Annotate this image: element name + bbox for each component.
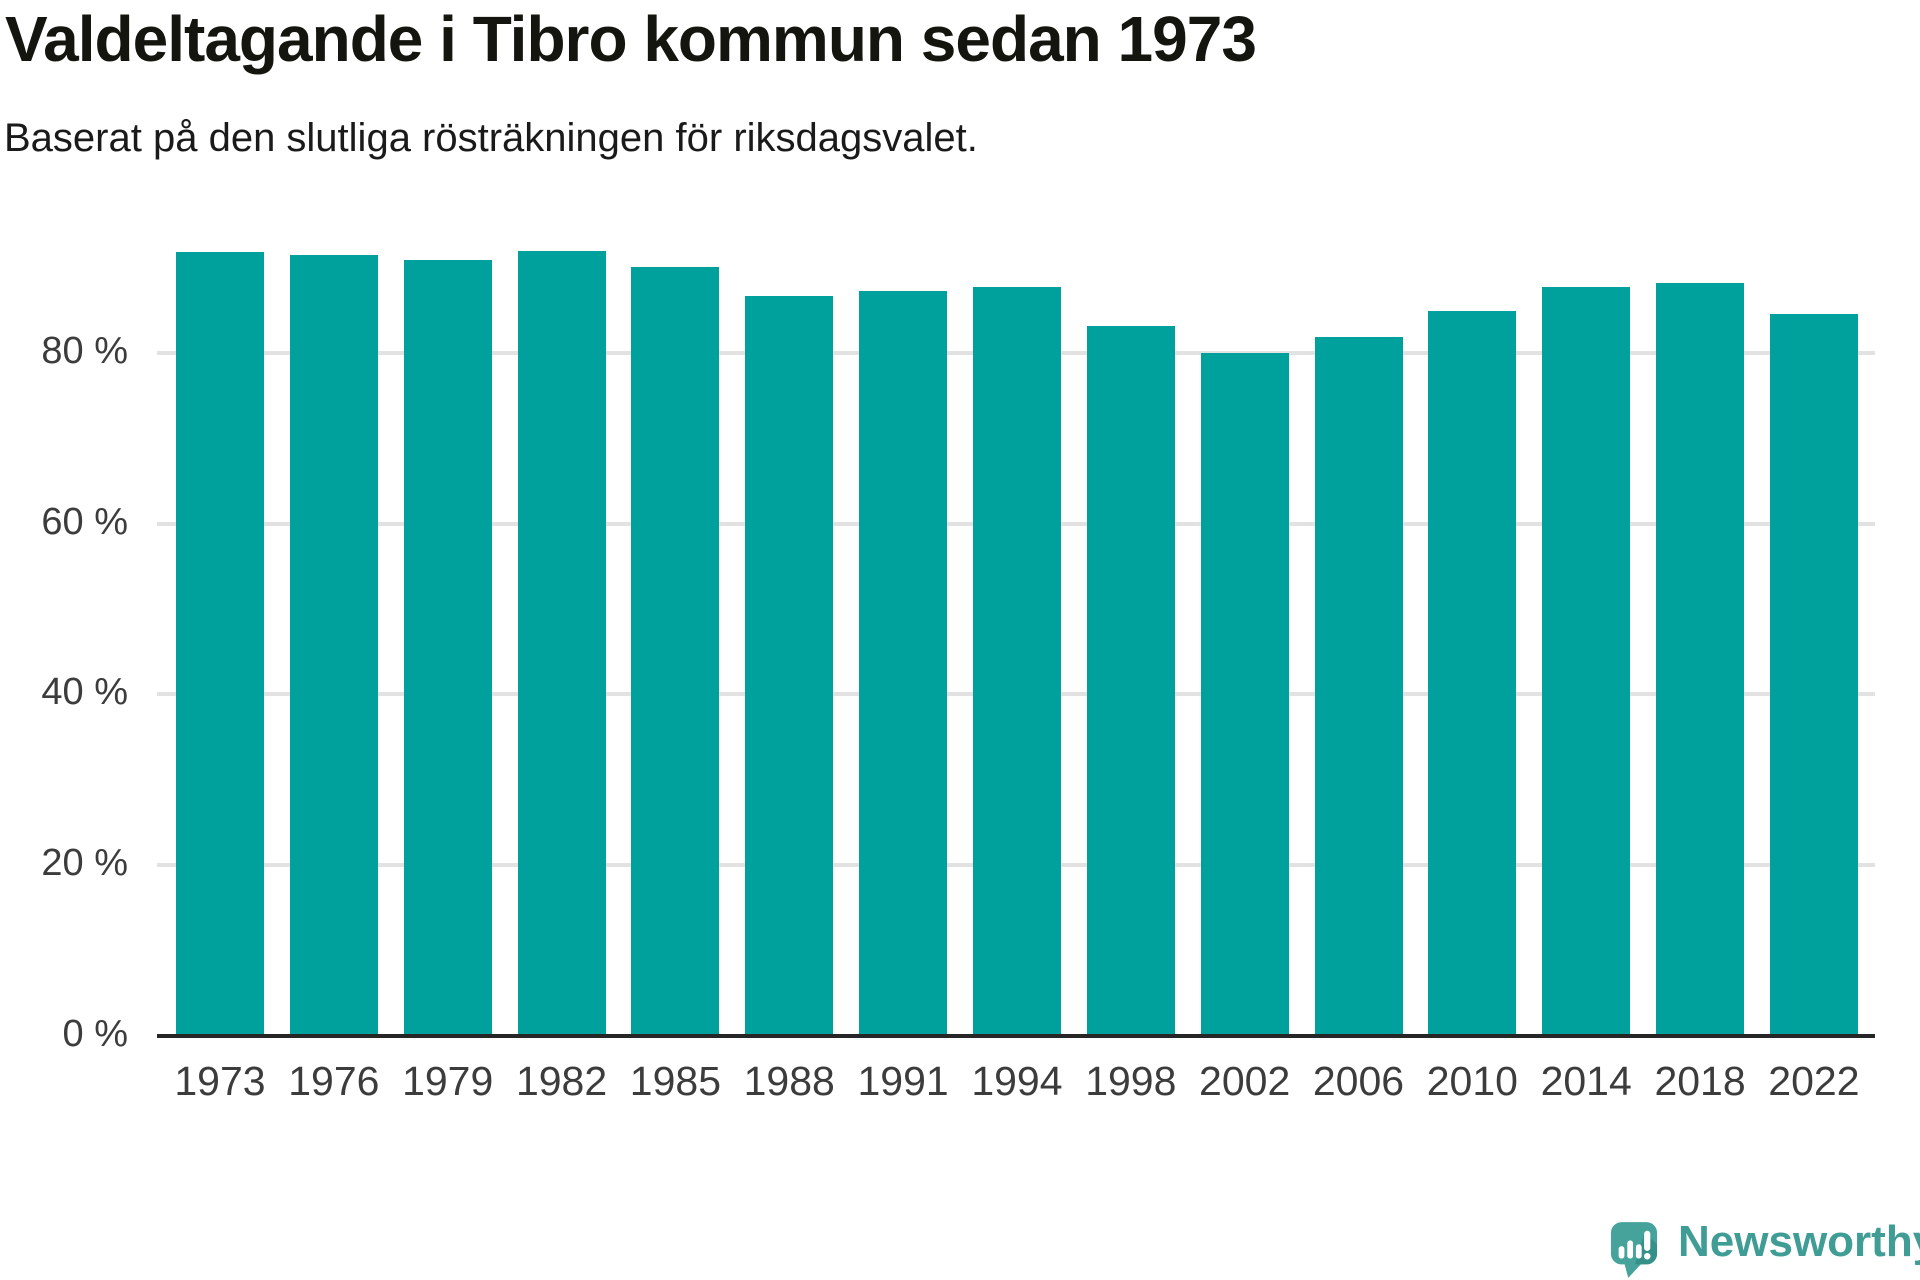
y-tick-label-0: 0 %: [62, 1012, 128, 1055]
x-tick-label-1985: 1985: [629, 1058, 721, 1104]
x-tick-label-1988: 1988: [743, 1058, 835, 1104]
bar-2010: [1428, 310, 1517, 1036]
x-tick-label-2002: 2002: [1199, 1058, 1291, 1104]
bar-2014: [1542, 287, 1631, 1036]
bar-1979: [403, 259, 492, 1036]
chart-title: Valdeltagande i Tibro kommun sedan 1973: [5, 3, 1257, 75]
bar-2006: [1314, 336, 1403, 1036]
y-tick-label-20: 20 %: [41, 841, 128, 884]
x-tick-label-2018: 2018: [1654, 1058, 1746, 1104]
bar-1988: [745, 295, 834, 1036]
x-axis-line: [157, 1034, 1875, 1038]
y-tick-label-60: 60 %: [41, 500, 128, 543]
x-tick-label-1979: 1979: [402, 1058, 494, 1104]
x-tick-label-1994: 1994: [971, 1058, 1063, 1104]
bar-1998: [1086, 326, 1175, 1036]
bar-1985: [631, 267, 720, 1036]
x-tick-label-2010: 2010: [1426, 1058, 1518, 1104]
bar-1991: [859, 291, 948, 1036]
bar-1982: [517, 251, 606, 1036]
x-tick-label-1998: 1998: [1085, 1058, 1177, 1104]
bar-2022: [1769, 313, 1858, 1036]
x-tick-label-2022: 2022: [1768, 1058, 1860, 1104]
bar-2018: [1656, 282, 1745, 1036]
x-tick-label-1973: 1973: [174, 1058, 266, 1104]
x-tick-label-2006: 2006: [1312, 1058, 1405, 1104]
newsworthy-logo-icon: [1610, 1222, 1658, 1278]
chart-subtitle: Baserat på den slutliga rösträkningen fö…: [4, 116, 978, 160]
bar-1976: [289, 254, 378, 1036]
bar-1973: [176, 252, 264, 1036]
brand-name: Newsworthy: [1678, 1217, 1920, 1266]
x-tick-label-1991: 1991: [857, 1058, 949, 1104]
brand-footer: Newsworthy: [1610, 1217, 1920, 1280]
y-tick-label-40: 40 %: [41, 671, 128, 714]
bar-2002: [1200, 352, 1289, 1036]
x-tick-label-1982: 1982: [515, 1058, 608, 1104]
y-tick-label-80: 80 %: [41, 329, 128, 372]
bar-1994: [972, 287, 1061, 1036]
x-tick-label-2014: 2014: [1540, 1058, 1632, 1104]
x-tick-label-1976: 1976: [288, 1058, 380, 1104]
